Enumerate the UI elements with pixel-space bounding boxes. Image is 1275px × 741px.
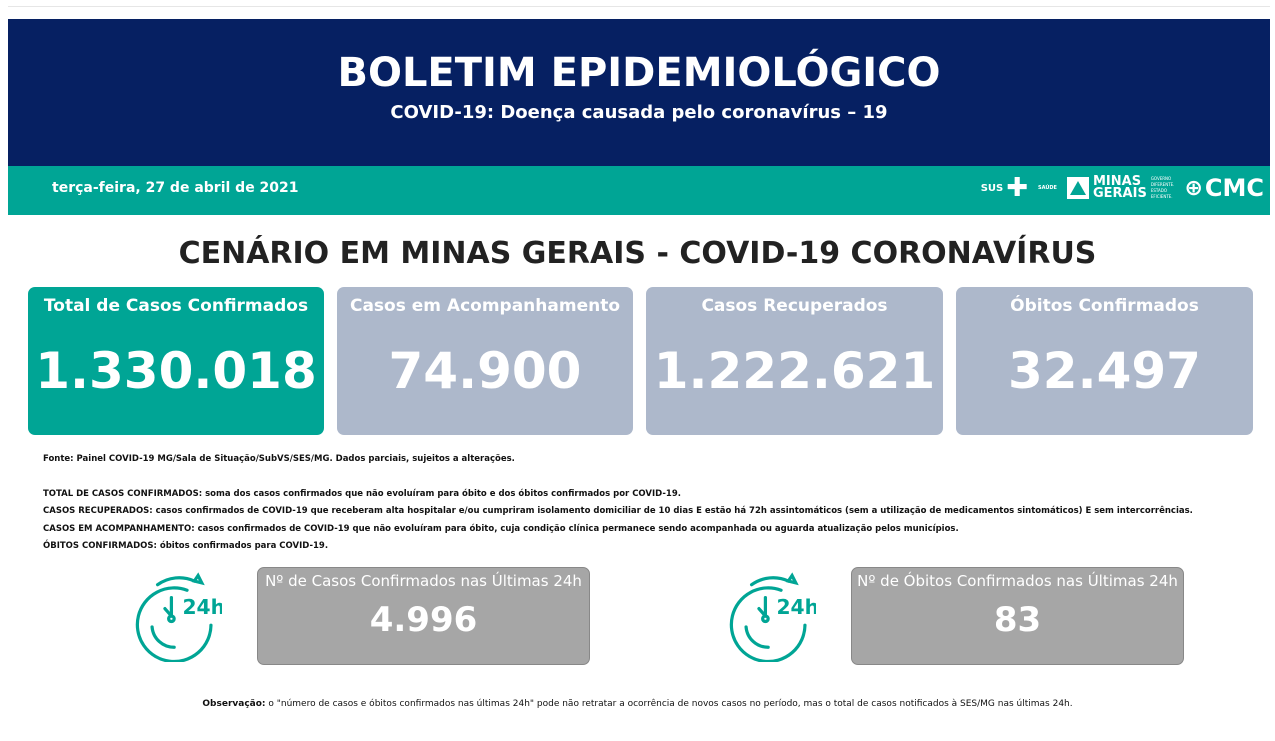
source-note: Fonte: Painel COVID-19 MG/Sala de Situaç… xyxy=(43,454,515,464)
sus-logo: SUS ✚ xyxy=(981,175,1028,201)
clock-24h-icon: 24h xyxy=(729,572,816,662)
card-recovered: Casos Recuperados 1.222.621 xyxy=(646,287,943,435)
card-active-cases: Casos em Acompanhamento 74.900 xyxy=(337,287,633,435)
minas-text: MINAS xyxy=(1092,174,1142,189)
definition-recovered: CASOS RECUPERADOS: casos confirmados de … xyxy=(43,506,1193,516)
top-divider xyxy=(8,6,1270,7)
saude-text: SAÚDE xyxy=(1038,185,1057,191)
cases-last-24h-box: Nº de Casos Confirmados nas Últimas 24h 4… xyxy=(257,567,590,665)
section-title: CENÁRIO EM MINAS GERAIS - COVID-19 CORON… xyxy=(178,236,1097,271)
observation-label: Observação: xyxy=(202,699,266,709)
page-subtitle: COVID-19: Doença causada pelo coronavíru… xyxy=(390,102,888,123)
clock-24h-icon: 24h xyxy=(135,572,222,662)
logos: SUS ✚ SAÚDE MINAS GERAIS GOVERNO DIFERENTE.… xyxy=(981,174,1264,202)
card-title: Total de Casos Confirmados xyxy=(43,296,309,316)
observation-note: Observação: o "número de casos e óbitos … xyxy=(0,699,1275,709)
box-value: 83 xyxy=(993,600,1042,640)
tagline-4: EFICIENTE. xyxy=(1150,194,1173,199)
date-band: terça-feira, 27 de abril de 2021 SUS ✚ SA… xyxy=(8,166,1270,215)
tagline-2: DIFERENTE. xyxy=(1150,182,1175,187)
page-title: BOLETIM EPIDEMIOLÓGICO xyxy=(337,50,941,96)
card-deaths: Óbitos Confirmados 32.497 xyxy=(956,287,1253,435)
gerais-text: GERAIS xyxy=(1092,186,1147,201)
cmc-logo: ⊕ CMC xyxy=(1184,174,1264,202)
deaths-last-24h-box: Nº de Óbitos Confirmados nas Últimas 24h… xyxy=(851,567,1184,665)
card-total-confirmed: Total de Casos Confirmados 1.330.018 xyxy=(28,287,324,435)
bulletin-date: terça-feira, 27 de abril de 2021 xyxy=(52,180,299,196)
minas-gerais-logo: MINAS GERAIS GOVERNO DIFERENTE. ESTADO EFICI… xyxy=(1066,174,1175,201)
box-value: 4.996 xyxy=(369,600,478,640)
box-title: Nº de Óbitos Confirmados nas Últimas 24h xyxy=(857,572,1178,590)
card-value: 32.497 xyxy=(1008,342,1201,400)
svg-text:24h: 24h xyxy=(776,595,816,619)
notes: Fonte: Painel COVID-19 MG/Sala de Situaç… xyxy=(43,451,1193,556)
card-title: Óbitos Confirmados xyxy=(1010,296,1199,316)
definition-total: TOTAL DE CASOS CONFIRMADOS: soma dos cas… xyxy=(43,488,681,499)
box-title: Nº de Casos Confirmados nas Últimas 24h xyxy=(265,572,582,590)
header-banner: BOLETIM EPIDEMIOLÓGICO COVID-19: Doença … xyxy=(8,19,1270,166)
card-title: Casos em Acompanhamento xyxy=(349,296,621,316)
cmc-text: CMC xyxy=(1204,174,1264,202)
card-value: 1.222.621 xyxy=(653,342,936,400)
tagline-1: GOVERNO xyxy=(1150,176,1172,181)
card-value: 1.330.018 xyxy=(35,342,317,400)
card-title: Casos Recuperados xyxy=(701,296,888,316)
definition-deaths: ÓBITOS CONFIRMADOS: óbitos confirmados p… xyxy=(43,541,329,551)
mountain-icon xyxy=(1066,177,1089,199)
observation-text: o "número de casos e óbitos confirmados … xyxy=(265,699,1073,709)
cross-icon: ✚ xyxy=(1006,173,1029,203)
definition-active: CASOS EM ACOMPANHAMENTO: casos confirmad… xyxy=(43,523,959,534)
tagline-3: ESTADO xyxy=(1150,188,1167,193)
svg-text:24h: 24h xyxy=(182,595,222,619)
sus-text: SUS xyxy=(980,182,1004,194)
compass-icon: ⊕ xyxy=(1184,175,1203,201)
card-value: 74.900 xyxy=(388,342,582,400)
